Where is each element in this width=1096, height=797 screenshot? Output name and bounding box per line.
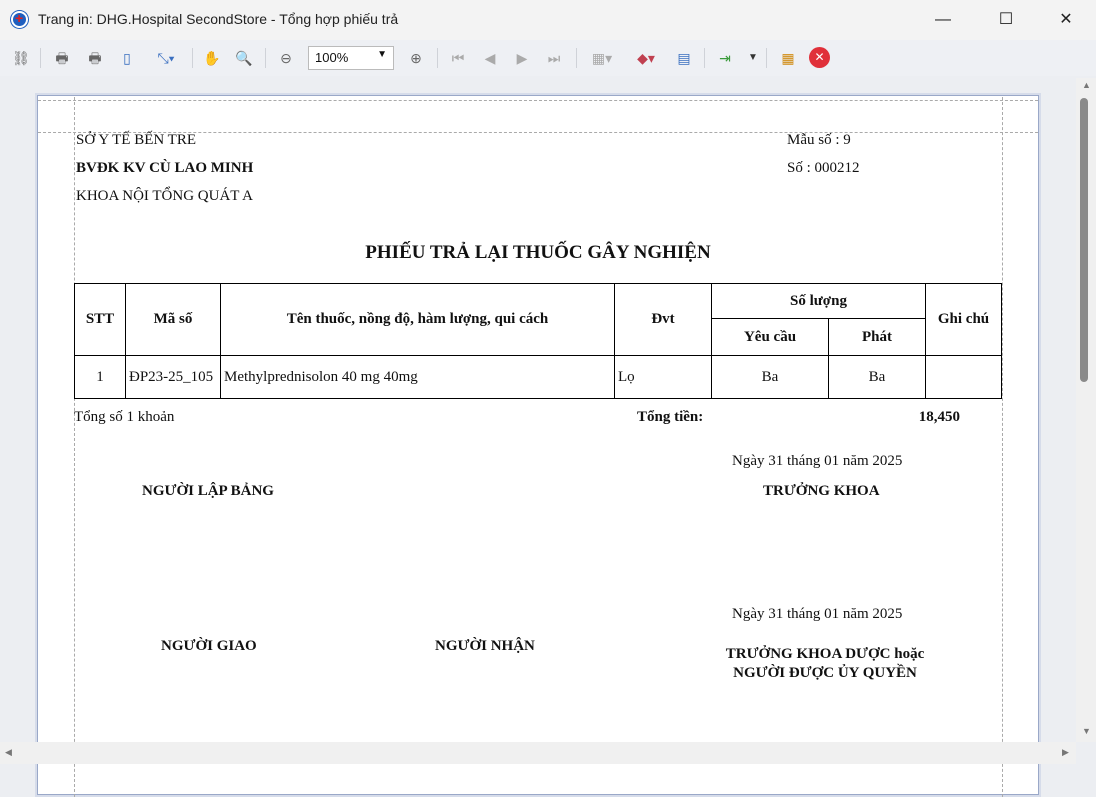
zoom-in-icon[interactable]: ⊕ [410,50,422,66]
last-page-icon[interactable]: ⏭ [547,50,561,66]
date-2: Ngày 31 tháng 01 năm 2025 [732,606,903,622]
zoom-out-icon[interactable]: ⊖ [280,50,292,66]
next-page-icon[interactable]: ▶ [516,50,528,66]
margin-line [38,100,1038,101]
cell-code: ĐP23-25_105 [125,355,221,399]
cell-requested: Ba [711,355,829,399]
receiver-label: NGƯỜI NHẬN [435,638,535,654]
scroll-up-icon[interactable]: ▲ [1082,80,1091,90]
margin-line [1002,97,1003,797]
horizontal-scrollbar[interactable]: ◀ ▶ [0,742,1076,764]
page-setup-icon[interactable]: ▯ [123,50,131,66]
date-1: Ngày 31 tháng 01 năm 2025 [732,453,903,469]
separator [576,48,577,68]
cell-issued: Ba [828,355,926,399]
scroll-right-icon[interactable]: ▶ [1062,747,1069,757]
minimize-button[interactable]: — [935,11,951,28]
header-unit: Đvt [614,283,712,356]
app-icon [11,10,28,28]
org-line-2: BVĐK KV CÙ LAO MINH [76,160,254,176]
margin-line [38,132,1038,133]
scroll-down-icon[interactable]: ▼ [1082,726,1091,736]
find-icon[interactable]: ⛓ [12,50,30,66]
form-number: Mẫu số : 9 [787,132,851,148]
window-title: Trang in: DHG.Hospital SecondStore - Tổn… [38,11,399,27]
zoom-value: 100% [315,50,349,65]
org-line-3: KHOA NỘI TỔNG QUÁT A [76,188,253,204]
header-code: Mã số [125,283,221,356]
magnifier-icon[interactable]: 🔍 [235,50,253,66]
background-color-icon[interactable]: ◆▾ [637,50,655,66]
header-stt: STT [74,283,126,356]
total-items: Tổng số 1 khoản [74,409,175,425]
hand-tool-icon[interactable]: ✋ [203,50,221,66]
watermark-icon[interactable]: ▤ [677,50,691,66]
separator [766,48,767,68]
deliverer-label: NGƯỜI GIAO [161,638,257,654]
separator [192,48,193,68]
report-title: PHIẾU TRẢ LẠI THUỐC GÂY NGHIỆN [365,242,711,263]
authorized-person-label: NGƯỜI ĐƯỢC ỦY QUYỀN [733,665,917,681]
close-button[interactable]: ✕ [1059,11,1073,28]
toolbar [0,40,1096,76]
header-note: Ghi chú [925,283,1002,356]
header-quantity: Số lượng [711,283,926,319]
cell-unit: Lọ [614,355,712,399]
header-requested: Yêu cầu [711,318,829,356]
export-dropdown-icon[interactable]: ▼ [748,52,758,63]
pharmacy-head-label: TRƯỞNG KHOA DƯỢC hoặc [725,646,925,662]
total-value: 18,450 [918,409,960,425]
multiple-pages-icon[interactable]: ▦▾ [591,50,613,66]
department-head-label: TRƯỞNG KHOA [763,483,880,499]
vertical-scroll-thumb[interactable] [1080,98,1088,382]
parameters-icon[interactable]: ▦ [781,50,795,66]
separator [437,48,438,68]
scale-icon[interactable]: ⤡▾ [157,50,175,66]
cell-stt: 1 [74,355,126,399]
first-page-icon[interactable]: ⏮ [451,50,465,66]
items-table: STT Mã số Tên thuốc, nồng độ, hàm lượng,… [74,283,1002,399]
preparer-label: NGƯỜI LẬP BẢNG [142,483,274,499]
close-preview-icon[interactable]: ✕ [809,47,830,68]
quick-print-icon[interactable]: 🖶 [88,50,102,66]
separator [265,48,266,68]
header-name: Tên thuốc, nồng độ, hàm lượng, qui cách [220,283,615,356]
maximize-button[interactable]: ☐ [998,11,1014,28]
org-line-1: SỞ Y TẾ BẾN TRE [76,132,197,148]
previous-page-icon[interactable]: ◀ [484,50,496,66]
chevron-down-icon: ▼ [377,49,387,60]
print-icon[interactable]: 🖶 [55,50,69,66]
export-icon[interactable]: ⇥ [719,50,731,66]
document-number: Số : 000212 [787,160,860,176]
title-bar: Trang in: DHG.Hospital SecondStore - Tổn… [0,0,1096,40]
table-row: 1 ĐP23-25_105 Methylprednisolon 40 mg 40… [74,355,1002,399]
margin-line [74,97,75,797]
total-label: Tổng tiền: [637,409,704,425]
separator [40,48,41,68]
separator [704,48,705,68]
cell-note [925,355,1002,399]
report-page [37,95,1039,795]
zoom-select[interactable]: 100% ▼ [308,46,394,70]
header-issued: Phát [828,318,926,356]
scroll-left-icon[interactable]: ◀ [5,747,12,757]
cell-name: Methylprednisolon 40 mg 40mg [220,355,615,399]
